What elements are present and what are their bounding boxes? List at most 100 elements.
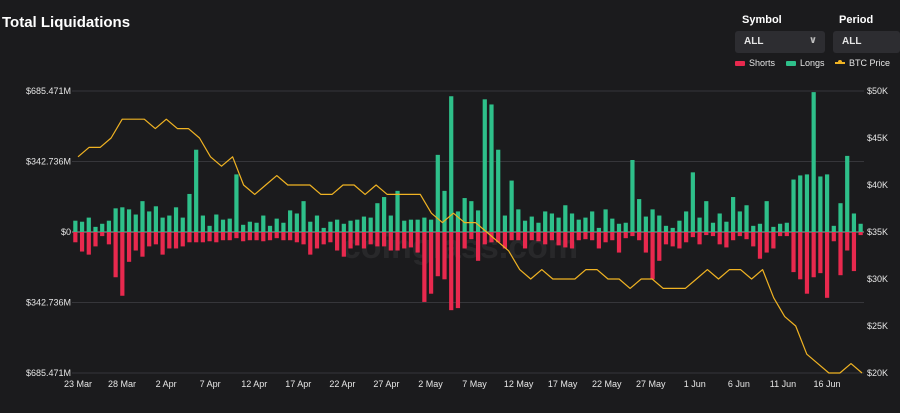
short-bar[interactable] [851,232,857,272]
legend-shorts[interactable]: Shorts [735,58,775,68]
long-bar[interactable] [744,205,749,232]
short-bar[interactable] [475,232,481,261]
long-bar[interactable] [804,174,810,232]
long-bar[interactable] [509,180,514,232]
long-bar[interactable] [247,221,252,232]
short-bar[interactable] [818,232,823,274]
short-bar[interactable] [677,232,682,249]
long-bar[interactable] [321,227,326,232]
long-bar[interactable] [314,215,320,232]
short-bar[interactable] [610,232,615,241]
short-bar[interactable] [710,232,716,237]
long-bar[interactable] [294,213,299,232]
long-bar[interactable] [704,201,709,232]
long-bar[interactable] [858,223,863,232]
long-bar[interactable] [777,223,783,232]
short-bar[interactable] [106,232,112,245]
short-bar[interactable] [355,232,360,246]
short-bar[interactable] [207,232,212,242]
long-bar[interactable] [549,213,555,232]
long-bar[interactable] [194,149,199,232]
short-bar[interactable] [375,232,380,247]
long-bar[interactable] [160,217,165,232]
long-bar[interactable] [482,99,487,233]
long-bar[interactable] [207,225,212,232]
short-bar[interactable] [657,232,662,261]
long-bar[interactable] [449,96,454,232]
short-bar[interactable] [704,232,709,236]
short-bar[interactable] [194,232,199,243]
long-bar[interactable] [543,211,548,232]
short-bar[interactable] [368,232,373,245]
long-bar[interactable] [670,227,675,232]
long-bar[interactable] [536,222,541,232]
short-bar[interactable] [516,232,521,241]
short-bar[interactable] [845,232,850,251]
long-bar[interactable] [469,201,474,232]
long-bar[interactable] [697,217,702,232]
long-bar[interactable] [173,207,179,232]
long-bar[interactable] [341,223,346,232]
short-bar[interactable] [381,232,387,247]
short-bar[interactable] [684,232,689,243]
short-bar[interactable] [234,232,239,239]
long-bar[interactable] [79,221,85,232]
short-bar[interactable] [180,232,185,247]
long-bar[interactable] [603,209,608,232]
short-bar[interactable] [643,232,648,253]
short-bar[interactable] [784,232,789,237]
long-bar[interactable] [73,220,78,232]
short-bar[interactable] [408,232,414,248]
short-bar[interactable] [100,232,105,237]
long-bar[interactable] [764,201,769,232]
short-bar[interactable] [751,232,756,247]
long-bar[interactable] [281,222,286,232]
long-bar[interactable] [288,210,293,232]
legend-longs[interactable]: Longs [786,58,825,68]
short-bar[interactable] [489,232,494,243]
short-bar[interactable] [415,232,420,253]
long-bar[interactable] [610,218,615,232]
long-bar[interactable] [643,216,648,232]
short-bar[interactable] [603,232,608,243]
short-bar[interactable] [764,232,769,253]
long-bar[interactable] [133,214,138,232]
short-bar[interactable] [777,232,783,237]
long-bar[interactable] [677,220,682,232]
long-bar[interactable] [690,172,695,232]
long-bar[interactable] [308,221,313,232]
long-bar[interactable] [556,217,561,232]
short-bar[interactable] [509,232,514,241]
short-bar[interactable] [824,232,830,298]
short-bar[interactable] [395,232,400,251]
long-bar[interactable] [335,219,340,232]
long-bar[interactable] [576,219,581,232]
short-bar[interactable] [576,232,581,241]
long-bar[interactable] [368,217,373,232]
long-bar[interactable] [140,201,145,232]
short-bar[interactable] [241,232,246,242]
short-bar[interactable] [120,232,125,296]
long-bar[interactable] [489,104,494,232]
long-bar[interactable] [120,207,125,232]
long-bar[interactable] [818,176,823,232]
long-bar[interactable] [522,220,528,232]
long-bar[interactable] [657,215,662,232]
short-bar[interactable] [616,232,622,253]
long-bar[interactable] [731,197,736,232]
short-bar[interactable] [529,232,534,241]
short-bar[interactable] [140,232,145,257]
short-bar[interactable] [583,232,588,240]
short-bar[interactable] [697,232,702,245]
short-bar[interactable] [147,232,152,247]
long-bar[interactable] [361,216,367,232]
short-bar[interactable] [831,232,836,242]
short-bar[interactable] [502,232,508,249]
short-bar[interactable] [791,232,796,273]
short-bar[interactable] [301,232,306,245]
long-bar[interactable] [831,225,836,232]
short-bar[interactable] [757,232,763,259]
short-bar[interactable] [663,232,669,245]
long-bar[interactable] [529,216,534,232]
long-bar[interactable] [395,190,400,232]
